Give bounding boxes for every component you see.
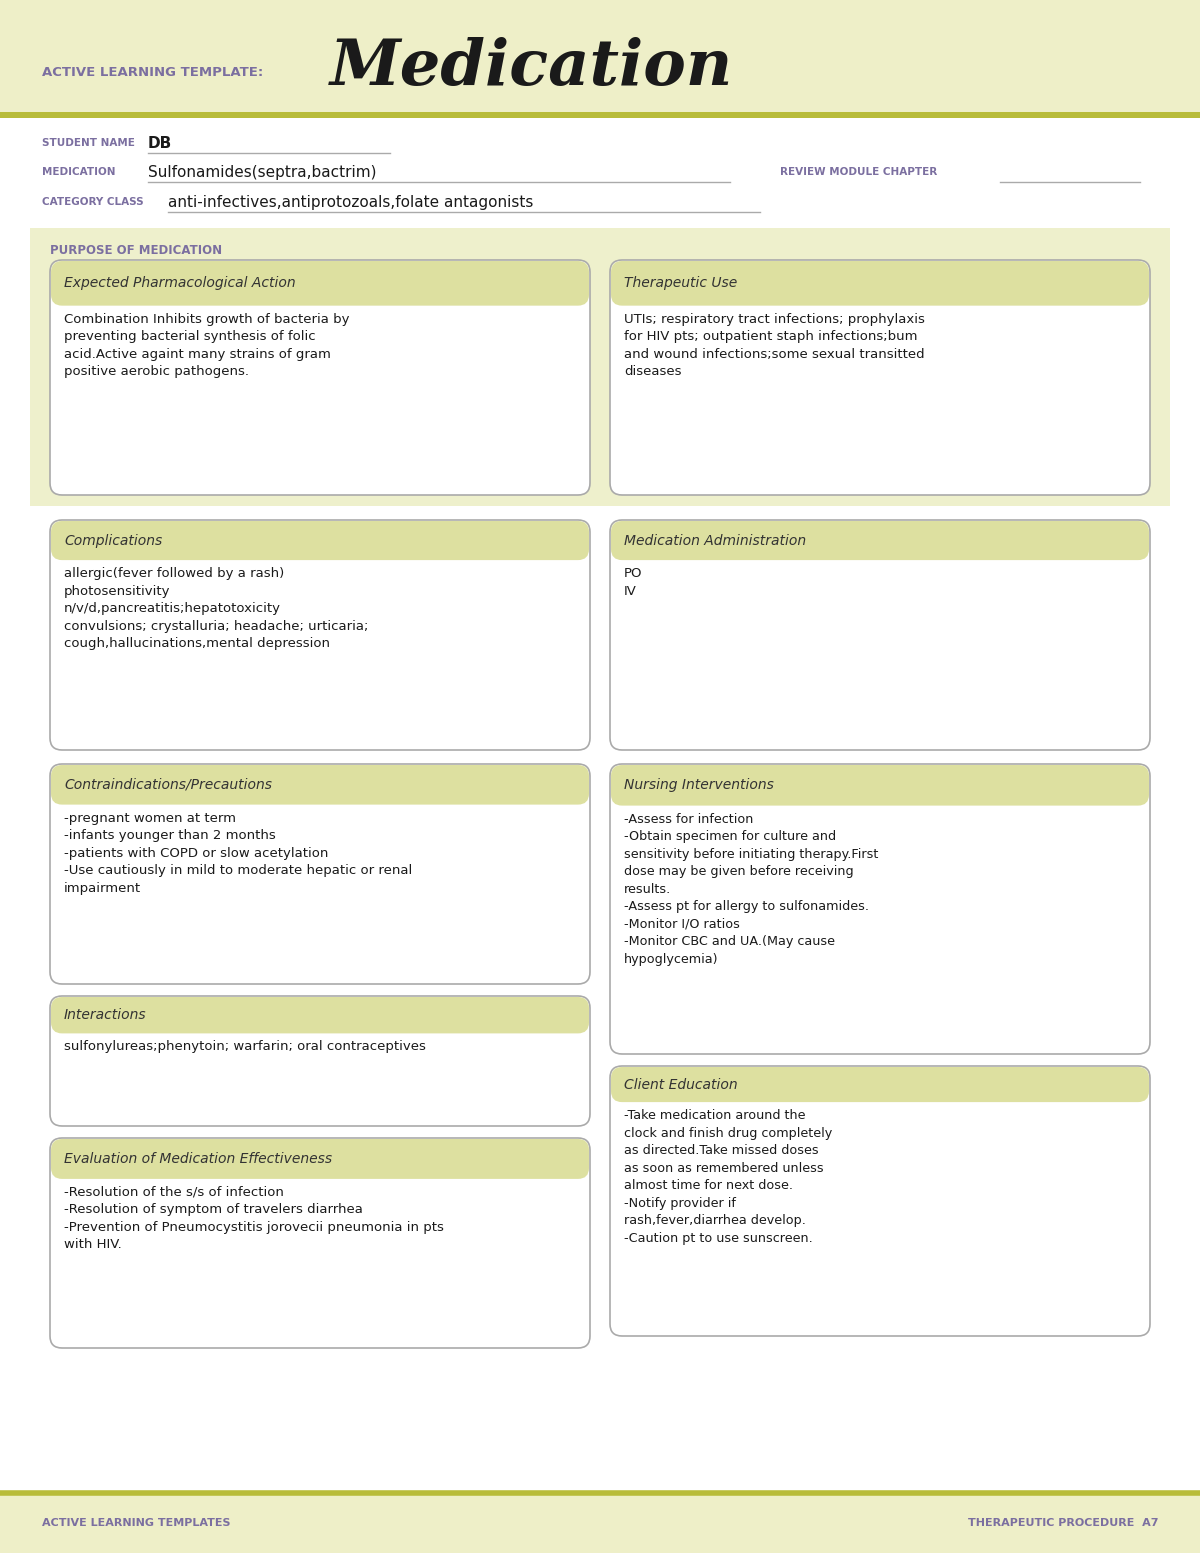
FancyBboxPatch shape bbox=[611, 1067, 1150, 1103]
FancyBboxPatch shape bbox=[611, 261, 1150, 306]
FancyBboxPatch shape bbox=[50, 766, 589, 804]
Text: STUDENT NAME: STUDENT NAME bbox=[42, 138, 134, 148]
FancyBboxPatch shape bbox=[50, 259, 590, 495]
Text: -Take medication around the
clock and finish drug completely
as directed.Take mi: -Take medication around the clock and fi… bbox=[624, 1109, 833, 1244]
Text: UTIs; respiratory tract infections; prophylaxis
for HIV pts; outpatient staph in: UTIs; respiratory tract infections; prop… bbox=[624, 312, 925, 377]
Text: -Resolution of the s/s of infection
-Resolution of symptom of travelers diarrhea: -Resolution of the s/s of infection -Res… bbox=[64, 1186, 444, 1252]
FancyBboxPatch shape bbox=[610, 764, 1150, 1054]
FancyBboxPatch shape bbox=[50, 520, 589, 561]
FancyBboxPatch shape bbox=[611, 520, 1150, 561]
FancyBboxPatch shape bbox=[0, 112, 1200, 118]
Text: -Assess for infection
-Obtain specimen for culture and
sensitivity before initia: -Assess for infection -Obtain specimen f… bbox=[624, 812, 878, 966]
Text: Evaluation of Medication Effectiveness: Evaluation of Medication Effectiveness bbox=[64, 1152, 332, 1166]
FancyBboxPatch shape bbox=[50, 261, 589, 306]
FancyBboxPatch shape bbox=[50, 995, 590, 1126]
FancyBboxPatch shape bbox=[50, 1138, 590, 1348]
FancyBboxPatch shape bbox=[610, 259, 1150, 495]
Text: Expected Pharmacological Action: Expected Pharmacological Action bbox=[64, 276, 295, 290]
Text: anti-infectives,antiprotozoals,folate antagonists: anti-infectives,antiprotozoals,folate an… bbox=[168, 194, 533, 210]
Text: Interactions: Interactions bbox=[64, 1008, 146, 1022]
Text: PO
IV: PO IV bbox=[624, 567, 642, 598]
Text: -pregnant women at term
-infants younger than 2 months
-patients with COPD or sl: -pregnant women at term -infants younger… bbox=[64, 812, 413, 895]
Text: Therapeutic Use: Therapeutic Use bbox=[624, 276, 737, 290]
FancyBboxPatch shape bbox=[50, 997, 589, 1033]
Text: Nursing Interventions: Nursing Interventions bbox=[624, 778, 774, 792]
FancyBboxPatch shape bbox=[50, 520, 590, 750]
Text: sulfonylureas;phenytoin; warfarin; oral contraceptives: sulfonylureas;phenytoin; warfarin; oral … bbox=[64, 1041, 426, 1053]
Text: ACTIVE LEARNING TEMPLATES: ACTIVE LEARNING TEMPLATES bbox=[42, 1517, 230, 1528]
Text: THERAPEUTIC PROCEDURE  A7: THERAPEUTIC PROCEDURE A7 bbox=[967, 1517, 1158, 1528]
FancyBboxPatch shape bbox=[611, 766, 1150, 806]
FancyBboxPatch shape bbox=[0, 0, 1200, 115]
Text: PURPOSE OF MEDICATION: PURPOSE OF MEDICATION bbox=[50, 244, 222, 256]
Text: allergic(fever followed by a rash)
photosensitivity
n/v/d,pancreatitis;hepatotox: allergic(fever followed by a rash) photo… bbox=[64, 567, 368, 651]
Text: DB: DB bbox=[148, 135, 173, 151]
Text: Sulfonamides(septra,bactrim): Sulfonamides(septra,bactrim) bbox=[148, 165, 377, 180]
Text: REVIEW MODULE CHAPTER: REVIEW MODULE CHAPTER bbox=[780, 168, 937, 177]
Text: Complications: Complications bbox=[64, 534, 162, 548]
Text: MEDICATION: MEDICATION bbox=[42, 168, 115, 177]
FancyBboxPatch shape bbox=[0, 1492, 1200, 1553]
FancyBboxPatch shape bbox=[610, 1065, 1150, 1336]
FancyBboxPatch shape bbox=[30, 228, 1170, 506]
Text: Medication: Medication bbox=[330, 37, 733, 99]
Text: Medication Administration: Medication Administration bbox=[624, 534, 806, 548]
Text: Client Education: Client Education bbox=[624, 1078, 738, 1092]
Text: CATEGORY CLASS: CATEGORY CLASS bbox=[42, 197, 144, 207]
FancyBboxPatch shape bbox=[610, 520, 1150, 750]
Text: Contraindications/Precautions: Contraindications/Precautions bbox=[64, 778, 272, 792]
FancyBboxPatch shape bbox=[50, 1138, 589, 1179]
Text: Combination Inhibits growth of bacteria by
preventing bacterial synthesis of fol: Combination Inhibits growth of bacteria … bbox=[64, 312, 349, 377]
Text: ACTIVE LEARNING TEMPLATE:: ACTIVE LEARNING TEMPLATE: bbox=[42, 65, 263, 79]
FancyBboxPatch shape bbox=[50, 764, 590, 985]
